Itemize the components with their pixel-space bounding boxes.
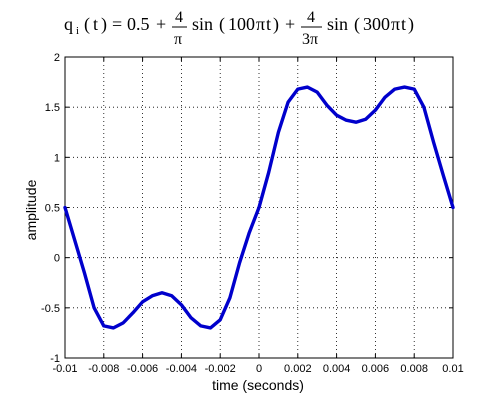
x-axis-label: time (seconds)	[212, 377, 304, 393]
x-tick-label: 0	[256, 363, 262, 375]
x-tick-label: 0.01	[442, 363, 463, 375]
y-tick-label: 1.5	[45, 102, 60, 114]
chart-title: q i ( t ) = 0.5 + 4 π sin ( 100 π t ) + …	[64, 9, 414, 48]
title-paren-open-3: (	[354, 14, 360, 35]
x-tick-label: 0.004	[323, 363, 351, 375]
y-tick-label: -1	[50, 353, 60, 365]
title-sin-2: sin	[327, 14, 348, 34]
x-tick-label: 0.008	[400, 363, 428, 375]
title-offset: 0.5	[127, 14, 150, 34]
title-fraction2-denominator: 3π	[302, 31, 318, 48]
title-pi-1: π	[256, 14, 265, 34]
y-tick-label: 0.5	[45, 203, 60, 215]
title-fraction2-numerator: 4	[307, 9, 315, 26]
title-t-3: t	[401, 14, 406, 34]
title-subscript-i: i	[76, 25, 79, 37]
title-plus-2: +	[285, 14, 295, 34]
title-t: t	[93, 14, 98, 34]
y-tick-label: -0.5	[41, 303, 60, 315]
title-equals: =	[112, 14, 122, 34]
y-axis-label: amplitude	[23, 179, 39, 240]
title-paren-close-2: )	[273, 14, 279, 35]
title-300: 300	[363, 14, 390, 34]
title-paren-close: )	[101, 14, 107, 35]
title-paren-close-3: )	[408, 14, 414, 35]
title-fraction1-denominator: π	[174, 31, 182, 48]
title-paren-open-2: (	[219, 14, 225, 35]
x-tick-label: -0.008	[88, 363, 119, 375]
series-line	[63, 85, 455, 330]
x-tick-label: 0.006	[362, 363, 390, 375]
plot-area: -0.01 -0.008 -0.006 -0.004 -0.002 0 0.002 0.004…	[41, 52, 464, 375]
x-tick-label: -0.004	[166, 363, 197, 375]
y-tick-label: 1	[54, 152, 60, 164]
title-fraction1-numerator: 4	[175, 9, 183, 26]
y-tick-label: 0	[54, 253, 60, 265]
title-100: 100	[228, 14, 255, 34]
x-tick-label: 0.002	[284, 363, 312, 375]
title-sin-1: sin	[192, 14, 213, 34]
x-tick-label: -0.01	[52, 363, 77, 375]
y-tick-label: 2	[54, 52, 60, 64]
title-q: q	[64, 14, 73, 34]
title-t-2: t	[266, 14, 271, 34]
title-plus-1: +	[156, 14, 166, 34]
title-paren-open: (	[84, 14, 90, 35]
x-tick-label: -0.002	[205, 363, 236, 375]
x-tick-label: -0.006	[127, 363, 158, 375]
title-pi-2: π	[391, 14, 400, 34]
